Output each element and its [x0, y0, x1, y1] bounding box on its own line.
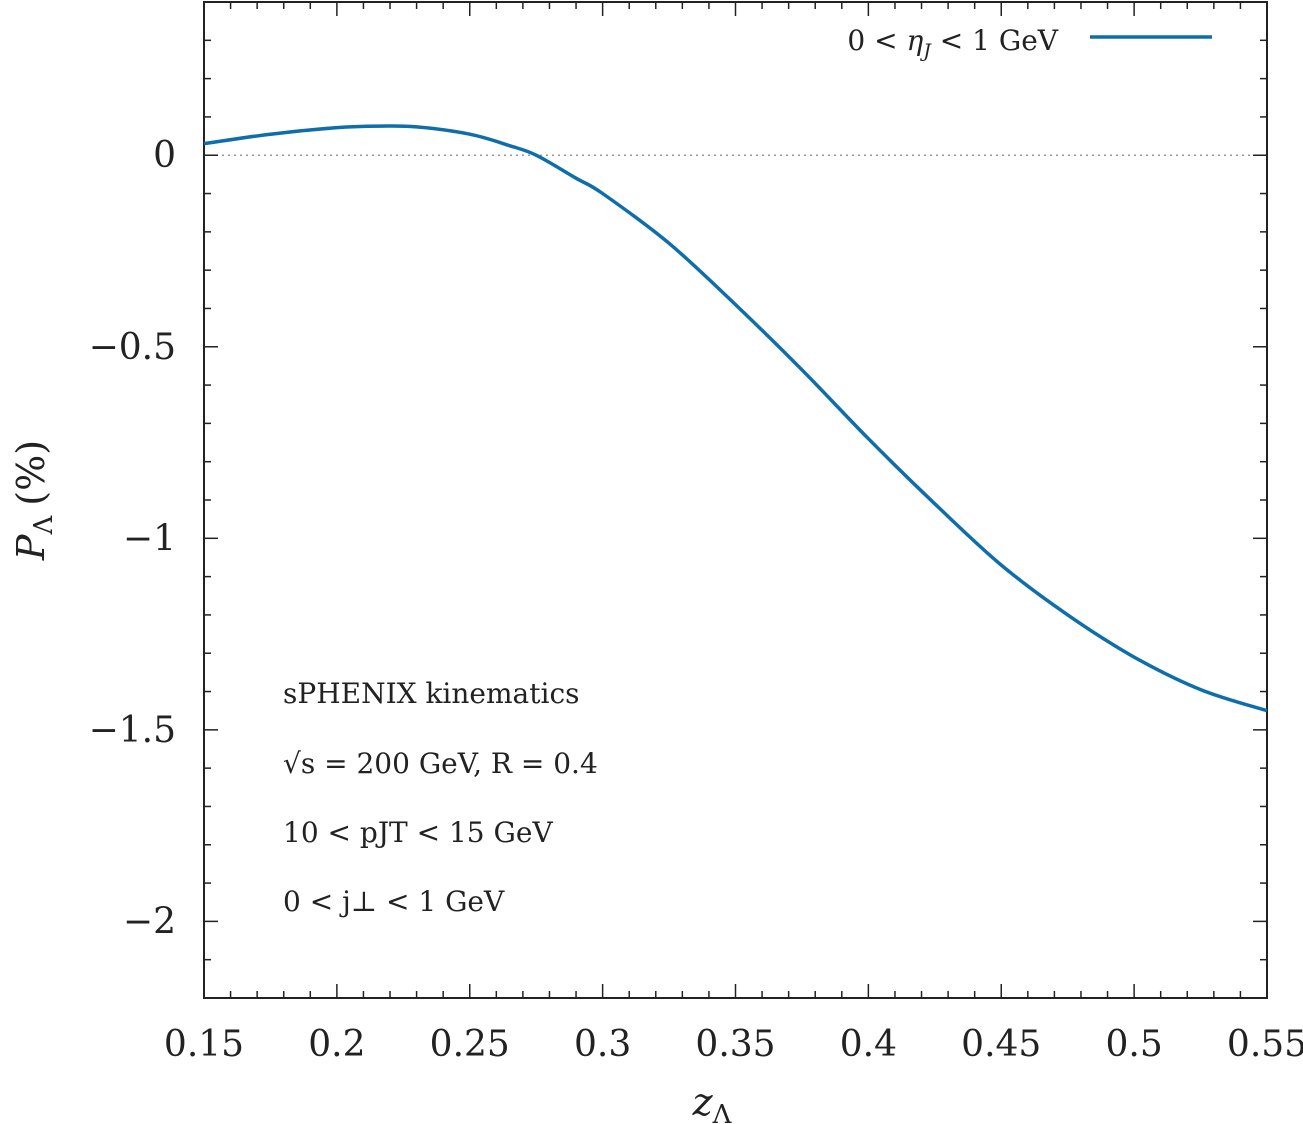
y-tick-label: 0: [153, 135, 176, 176]
x-tick-label: 0.15: [164, 1024, 244, 1065]
annotation-energy-radius: √s = 200 GeV, R = 0.4: [283, 747, 598, 780]
x-axis-title: zΛ: [692, 1080, 733, 1124]
legend-label: 0 < ηJ < 1 GeV: [847, 24, 1058, 62]
x-tick-label: 0.35: [695, 1024, 775, 1065]
x-tick-label: 0.25: [430, 1024, 510, 1065]
x-tick-label: 0.45: [961, 1024, 1041, 1065]
x-tick-label: 0.5: [1105, 1024, 1162, 1065]
tick-marks: [203, 1, 1268, 999]
annotation-j-perp: 0 < j⊥ < 1 GeV: [283, 885, 505, 918]
y-tick-label: −1.5: [89, 710, 176, 751]
x-tick-label: 0.55: [1227, 1024, 1303, 1065]
annotation-experiment: sPHENIX kinematics: [283, 677, 580, 710]
annotation-jet-pt: 10 < pJT < 15 GeV: [283, 816, 553, 849]
y-tick-label: −1: [123, 518, 176, 559]
series-line: [203, 124, 1268, 713]
annotations: sPHENIX kinematics √s = 200 GeV, R = 0.4…: [283, 677, 598, 918]
y-tick-label: −2: [123, 901, 176, 942]
x-tick-label: 0.3: [574, 1024, 631, 1065]
x-tick-label: 0.4: [840, 1024, 897, 1065]
y-axis-title: PΛ(%): [9, 440, 59, 561]
y-tick-labels: 0 −0.5 −1 −1.5 −2: [89, 135, 176, 942]
y-tick-label: −0.5: [89, 327, 176, 368]
legend: 0 < ηJ < 1 GeV: [847, 24, 1212, 62]
x-tick-labels: 0.15 0.2 0.25 0.3 0.35 0.4 0.45 0.5 0.55: [164, 1024, 1303, 1065]
x-tick-label: 0.2: [308, 1024, 365, 1065]
